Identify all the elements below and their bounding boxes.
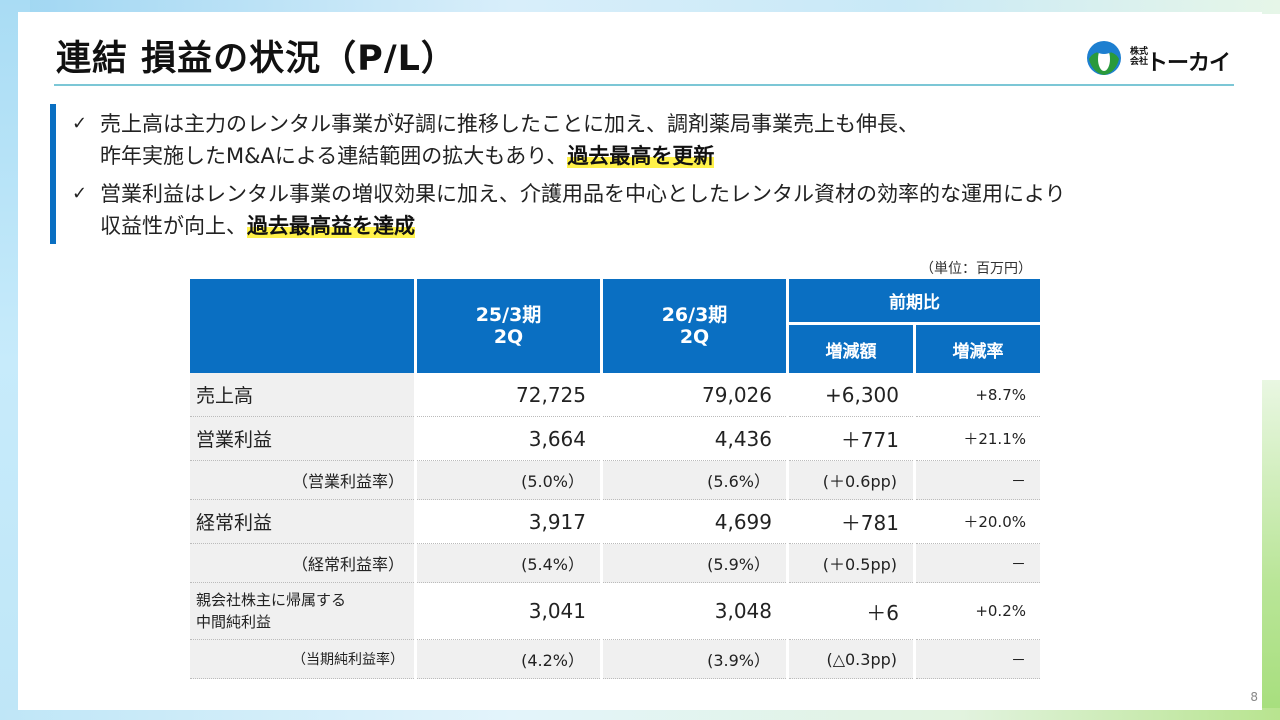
bullet-1-plain: 昨年実施したM&Aによる連結範囲の拡大もあり、 [100,144,568,168]
logo-name: トーカイ [1146,51,1231,76]
bullet-2-plain: 収益性が向上、 [100,214,247,238]
bullet-2-highlight: 過去最高益を達成 [247,214,415,238]
table-row-operating-margin: （営業利益率） (5.0%） (5.6%） (＋0.6pp) － [190,461,1040,500]
unit-label: （単位：百万円） [920,261,1032,277]
bullet-1-line-1: 売上高は主力のレンタル事業が好調に推移したことに加え、調剤薬局事業売上も伸長、 [100,112,919,136]
cell-rate: +0.2% [916,583,1040,640]
row-label: （営業利益率） [190,461,414,500]
cell-prev: (5.4%） [417,544,600,583]
table-row-operating-profit: 営業利益 3,664 4,436 ＋771 ＋21.1% [190,417,1040,461]
bullet-1-highlight: 過去最高を更新 [567,144,715,168]
row-label: 経常利益 [190,500,414,544]
cell-diff: (＋0.5pp) [789,544,913,583]
check-icon: ✓ [72,113,88,134]
cell-curr: (5.6%） [603,461,786,500]
cell-diff: (△0.3pp) [789,640,913,679]
cell-diff: ＋771 [789,417,913,461]
table-row-sales: 売上高 72,725 79,026 +6,300 +8.7% [190,373,1040,417]
row-label: 親会社株主に帰属する 中間純利益 [190,583,414,640]
cell-prev: (4.2%） [417,640,600,679]
header-change-amount: 増減額 [789,325,913,373]
cell-diff: ＋781 [789,500,913,544]
bullets-accent-bar [50,104,56,244]
page-number: 8 [1250,690,1258,704]
header-col-curr: 26/3期 2Q [603,279,786,373]
cell-curr: 4,436 [603,417,786,461]
logo-mark-icon [1087,41,1121,75]
cell-curr: 79,026 [603,373,786,417]
check-icon: ✓ [72,183,88,204]
cell-rate: +8.7% [916,373,1040,417]
company-logo: 株式 会社 トーカイ [1086,40,1236,76]
cell-curr: 4,699 [603,500,786,544]
cell-rate: ＋20.0% [916,500,1040,544]
table-row-ordinary-margin: （経常利益率） (5.4%） (5.9%） (＋0.5pp) － [190,544,1040,583]
bullet-2-line-1: 営業利益はレンタル事業の増収効果に加え、介護用品を中心としたレンタル資材の効率的… [100,182,1066,206]
table-row-net-income: 親会社株主に帰属する 中間純利益 3,041 3,048 ＋6 +0.2% [190,583,1040,640]
pl-table: 25/3期 2Q 26/3期 2Q 前期比 増減額 増減率 売上高 72,725… [187,279,1043,679]
title-underline [54,84,1234,86]
cell-diff: ＋6 [789,583,913,640]
header-corner [190,279,414,373]
page-title: 連結 損益の状況（P/L） [56,39,457,79]
cell-prev: 72,725 [417,373,600,417]
cell-curr: (5.9%） [603,544,786,583]
cell-rate: － [916,461,1040,500]
cell-curr: 3,048 [603,583,786,640]
cell-curr: (3.9%） [603,640,786,679]
cell-diff: (＋0.6pp) [789,461,913,500]
row-label: （経常利益率） [190,544,414,583]
table-row-net-margin: （当期純利益率） (4.2%） (3.9%） (△0.3pp) － [190,640,1040,679]
cell-rate: － [916,544,1040,583]
cell-prev: 3,041 [417,583,600,640]
header-col-prev: 25/3期 2Q [417,279,600,373]
row-label: 売上高 [190,373,414,417]
row-label: 営業利益 [190,417,414,461]
header-compare: 前期比 [789,279,1040,325]
logo-prefix: 株式 会社 [1130,47,1149,67]
cell-rate: ＋21.1% [916,417,1040,461]
table-row-ordinary-profit: 経常利益 3,917 4,699 ＋781 ＋20.0% [190,500,1040,544]
row-label: （当期純利益率） [190,640,414,679]
cell-prev: 3,664 [417,417,600,461]
background-bottom-band [0,708,1280,720]
cell-prev: 3,917 [417,500,600,544]
cell-prev: (5.0%） [417,461,600,500]
header-change-rate: 増減率 [916,325,1040,373]
cell-rate: － [916,640,1040,679]
background-top-band [0,0,1280,14]
cell-diff: +6,300 [789,373,913,417]
